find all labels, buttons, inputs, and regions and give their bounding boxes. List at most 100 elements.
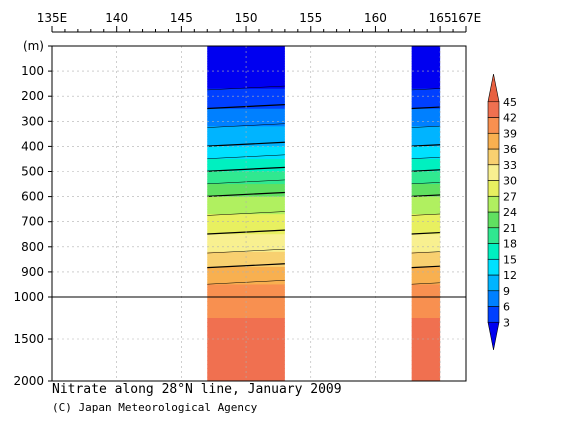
depth-band	[207, 343, 285, 348]
depth-band	[411, 93, 441, 97]
depth-band	[411, 66, 441, 70]
depth-band	[411, 174, 441, 178]
contour-line	[411, 106, 441, 110]
depth-band	[411, 101, 441, 105]
depth-band	[411, 221, 441, 225]
depth-band	[411, 229, 441, 233]
colorbar-segment	[487, 258, 500, 276]
y-tick-label: 600	[21, 190, 44, 204]
colorbar-segment	[487, 243, 500, 260]
depth-band	[207, 229, 285, 233]
colorbar-label: 18	[503, 238, 517, 251]
depth-band	[207, 226, 285, 230]
y-tick-label: 1500	[13, 332, 44, 346]
depth-band	[207, 206, 285, 210]
depth-band	[207, 143, 285, 147]
y-axis-ticks: (m) 100 200 300 400 500 600 700 800 900 1000 1500 20…	[13, 39, 52, 388]
depth-band	[411, 91, 441, 95]
depth-band	[207, 224, 285, 228]
depth-band	[411, 343, 441, 348]
colorbar-label: 30	[503, 175, 517, 188]
depth-band	[411, 297, 441, 302]
contour-line	[411, 125, 441, 128]
depth-band	[207, 196, 285, 200]
depth-band	[411, 196, 441, 200]
depth-band	[207, 176, 285, 180]
depth-band	[207, 244, 285, 248]
depth-band	[411, 111, 441, 115]
depth-band	[411, 254, 441, 258]
depth-band	[411, 78, 441, 82]
colorbar-segment	[487, 195, 500, 213]
depth-band	[411, 322, 441, 327]
contour-line	[207, 141, 285, 147]
depth-band	[411, 360, 441, 365]
data-region-2	[411, 46, 441, 381]
depth-band	[207, 276, 285, 281]
depth-band	[207, 355, 285, 361]
depth-band	[411, 83, 441, 87]
depth-band	[207, 214, 285, 218]
depth-band	[411, 313, 441, 319]
depth-band	[411, 166, 441, 170]
colorbar-segment	[487, 148, 500, 166]
depth-band	[207, 318, 285, 323]
colorbar-label: 3	[503, 316, 510, 329]
depth-band	[207, 234, 285, 238]
depth-band	[411, 51, 441, 55]
depth-band	[207, 179, 285, 183]
contour-line	[411, 157, 441, 159]
depth-band	[207, 174, 285, 178]
depth-band	[411, 81, 441, 85]
depth-band	[207, 138, 285, 142]
depth-band	[207, 259, 285, 263]
depth-band	[411, 364, 441, 369]
depth-band	[411, 88, 441, 92]
contour-line	[411, 265, 441, 269]
colorbar-segment	[487, 73, 500, 103]
contour-line	[411, 282, 441, 285]
depth-band	[411, 76, 441, 80]
y-tick-label: 200	[21, 89, 44, 103]
depth-band	[207, 322, 285, 327]
depth-band	[207, 189, 285, 193]
depth-band	[207, 194, 285, 198]
depth-band	[207, 98, 285, 102]
depth-band	[207, 254, 285, 258]
depth-band	[411, 347, 441, 353]
contour-line	[411, 88, 441, 91]
colorbar-segment	[487, 227, 500, 244]
depth-band	[411, 286, 441, 291]
depth-band	[207, 301, 285, 306]
y-tick-label: 800	[21, 240, 44, 254]
depth-band	[411, 46, 441, 50]
depth-band	[207, 236, 285, 240]
contour-line	[207, 123, 285, 128]
depth-band	[411, 219, 441, 223]
depth-band	[411, 191, 441, 195]
depth-band	[411, 189, 441, 193]
colorbar-segment	[487, 117, 500, 134]
depth-band	[411, 368, 441, 374]
depth-band	[207, 246, 285, 250]
colorbar-label: 15	[503, 253, 517, 266]
colorbar-segment	[487, 321, 500, 351]
depth-band	[411, 276, 441, 281]
depth-band	[411, 121, 441, 125]
depth-band	[411, 201, 441, 205]
depth-band	[411, 179, 441, 183]
colorbar-segment	[487, 132, 500, 150]
depth-band	[411, 53, 441, 57]
depth-band	[207, 68, 285, 72]
depth-band	[411, 289, 441, 293]
depth-band	[207, 133, 285, 137]
depth-band	[411, 351, 441, 357]
depth-band	[207, 153, 285, 158]
depth-band	[207, 368, 285, 374]
depth-band	[411, 148, 441, 153]
y-tick-label: 100	[21, 64, 44, 78]
depth-band	[207, 63, 285, 67]
depth-band	[411, 163, 441, 168]
